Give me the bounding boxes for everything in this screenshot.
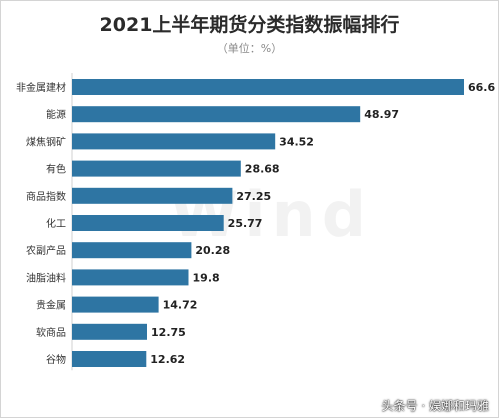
bar: [72, 133, 276, 150]
value-label: 20.28: [195, 244, 230, 257]
chart-subtitle: （单位：%）: [216, 42, 283, 55]
bar: [72, 323, 147, 340]
category-label: 农副产品: [26, 244, 66, 257]
category-label: 谷物: [46, 353, 66, 366]
bar: [72, 351, 147, 367]
category-label: 能源: [46, 108, 66, 121]
bar: [72, 296, 159, 313]
bar: [72, 79, 464, 95]
bar: [72, 160, 241, 177]
category-label: 化工: [46, 217, 66, 230]
value-label: 66.6: [468, 81, 495, 94]
category-label: 贵金属: [36, 299, 66, 312]
value-label: 12.75: [151, 326, 186, 339]
bar: [72, 242, 192, 259]
value-label: 48.97: [364, 108, 399, 121]
footer-credit: 头条号 · 娱娜和玛雅: [381, 399, 489, 413]
chart-title: 2021上半年期货分类指数振幅排行: [99, 14, 400, 36]
category-label: 软商品: [36, 326, 66, 339]
bar: [72, 215, 224, 231]
bar: [72, 106, 361, 123]
value-label: 27.25: [236, 190, 271, 203]
bar: [72, 269, 189, 286]
value-label: 28.68: [245, 163, 280, 176]
category-label: 有色: [46, 163, 66, 176]
category-label: 煤焦钢矿: [26, 135, 66, 148]
value-label: 19.8: [193, 271, 220, 284]
category-label: 商品指数: [26, 190, 66, 203]
value-label: 14.72: [163, 299, 198, 312]
value-label: 25.77: [228, 217, 263, 230]
category-label: 油脂油料: [26, 271, 66, 284]
category-label: 非金属建材: [16, 81, 66, 94]
bar: [72, 187, 233, 204]
value-label: 12.62: [150, 353, 185, 366]
value-label: 34.52: [279, 135, 314, 148]
